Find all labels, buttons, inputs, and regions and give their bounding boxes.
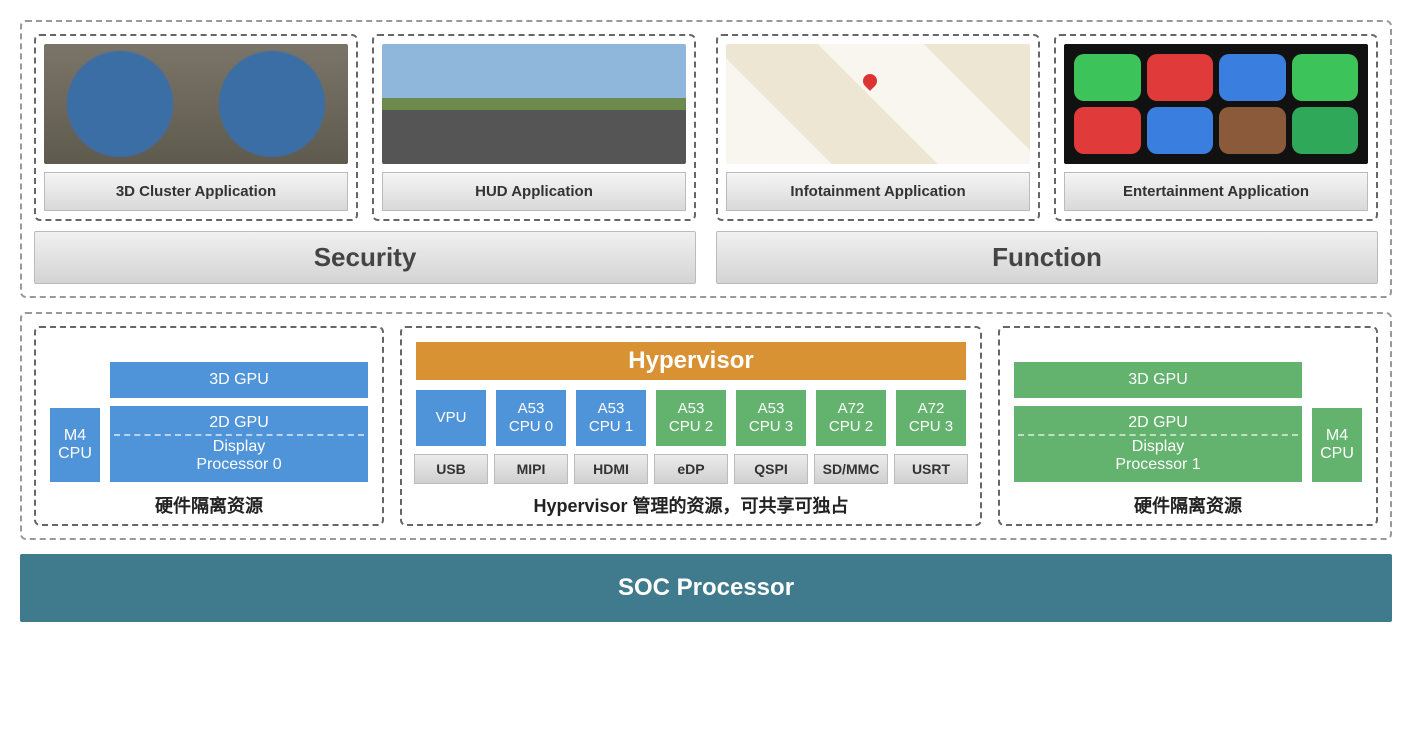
dp-right-label: Display Processor 1 — [1115, 438, 1200, 474]
function-label: Function — [716, 231, 1378, 284]
app-tile-icon — [1292, 107, 1359, 154]
cpu-block: A53 CPU 3 — [734, 388, 808, 448]
thumb-hud-icon — [382, 44, 686, 164]
app-card-infotainment: Infotainment Application — [716, 34, 1040, 221]
app-label: Infotainment Application — [726, 172, 1030, 211]
io-block: MIPI — [494, 454, 568, 484]
gpu2d-dp-left: 2D GPU Display Processor 0 — [108, 404, 370, 484]
hypervisor-bar: Hypervisor — [414, 340, 968, 382]
architecture-diagram: 3D Cluster Application HUD Application S… — [20, 20, 1392, 622]
io-block: QSPI — [734, 454, 808, 484]
apps-tier: 3D Cluster Application HUD Application S… — [20, 20, 1392, 298]
app-tile-icon — [1074, 107, 1141, 154]
cpu-block: A53 CPU 0 — [494, 388, 568, 448]
hw-tier: M4 CPU 3D GPU 2D GPU Display Processor 0… — [20, 312, 1392, 540]
cpu-row: VPUA53 CPU 0A53 CPU 1A53 CPU 2A53 CPU 3A… — [414, 388, 968, 448]
thumb-apps-icon — [1064, 44, 1368, 164]
m4-cpu-left: M4 CPU — [48, 406, 102, 484]
app-card-hud: HUD Application — [372, 34, 696, 221]
function-group: Infotainment Application Entertainment A… — [716, 34, 1378, 284]
app-tile-icon — [1292, 54, 1359, 101]
gpu2d-left-label: 2D GPU — [209, 414, 269, 432]
io-block: SD/MMC — [814, 454, 888, 484]
cpu-block: VPU — [414, 388, 488, 448]
thumb-map-icon — [726, 44, 1030, 164]
app-tile-icon — [1074, 54, 1141, 101]
dp-left-label: Display Processor 0 — [196, 438, 281, 474]
thumb-cluster-icon — [44, 44, 348, 164]
io-block: USRT — [894, 454, 968, 484]
app-tile-icon — [1219, 107, 1286, 154]
cpu-block: A53 CPU 2 — [654, 388, 728, 448]
m4-cpu-right: M4 CPU — [1310, 406, 1364, 484]
io-row: USBMIPIHDMIeDPQSPISD/MMCUSRT — [414, 454, 968, 484]
io-block: USB — [414, 454, 488, 484]
hw-left-group: M4 CPU 3D GPU 2D GPU Display Processor 0… — [34, 326, 384, 526]
gpu3d-right: 3D GPU — [1012, 360, 1304, 400]
app-tile-icon — [1219, 54, 1286, 101]
hw-mid-title: Hypervisor 管理的资源，可共享可独占 — [414, 484, 968, 520]
hw-left-title: 硬件隔离资源 — [48, 484, 370, 520]
app-tile-icon — [1147, 107, 1214, 154]
app-card-3d-cluster: 3D Cluster Application — [34, 34, 358, 221]
gpu3d-left: 3D GPU — [108, 360, 370, 400]
security-group: 3D Cluster Application HUD Application S… — [34, 34, 696, 284]
app-card-entertainment: Entertainment Application — [1054, 34, 1378, 221]
hw-right-group: 3D GPU 2D GPU Display Processor 1 M4 CPU… — [998, 326, 1378, 526]
gpu2d-right-label: 2D GPU — [1128, 414, 1188, 432]
app-label: HUD Application — [382, 172, 686, 211]
io-block: eDP — [654, 454, 728, 484]
app-label: 3D Cluster Application — [44, 172, 348, 211]
cpu-block: A53 CPU 1 — [574, 388, 648, 448]
cpu-block: A72 CPU 2 — [814, 388, 888, 448]
hw-mid-group: Hypervisor VPUA53 CPU 0A53 CPU 1A53 CPU … — [400, 326, 982, 526]
soc-bar: SOC Processor — [20, 554, 1392, 622]
security-label: Security — [34, 231, 696, 284]
io-block: HDMI — [574, 454, 648, 484]
hw-right-title: 硬件隔离资源 — [1012, 484, 1364, 520]
gpu2d-dp-right: 2D GPU Display Processor 1 — [1012, 404, 1304, 484]
app-tile-icon — [1147, 54, 1214, 101]
app-label: Entertainment Application — [1064, 172, 1368, 211]
cpu-block: A72 CPU 3 — [894, 388, 968, 448]
